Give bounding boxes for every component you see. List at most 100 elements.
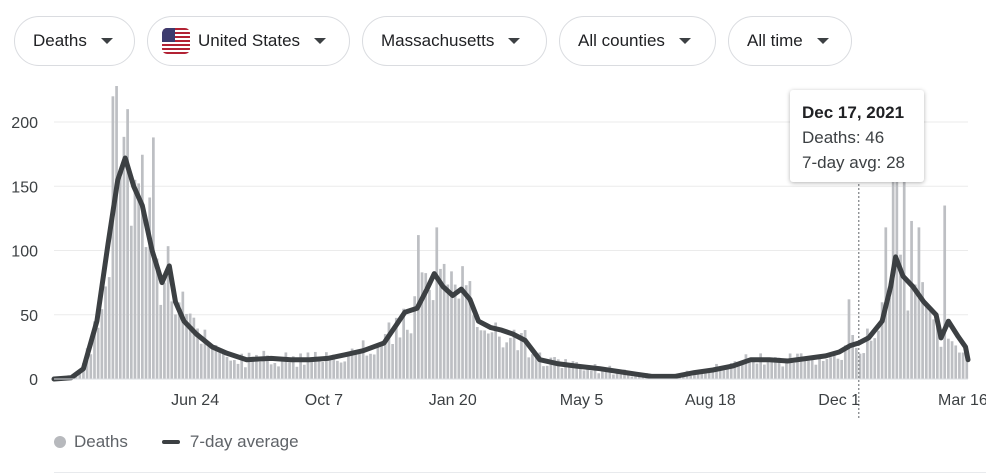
daily-deaths-bar [869, 340, 873, 379]
daily-deaths-bar [203, 329, 207, 379]
daily-deaths-bar [729, 363, 733, 379]
daily-deaths-bar [873, 338, 877, 379]
daily-deaths-bar [299, 353, 302, 379]
daily-deaths-bar [917, 227, 921, 379]
daily-deaths-bar [313, 351, 317, 379]
state-dropdown[interactable]: Massachusetts [362, 16, 547, 66]
daily-deaths-bar [490, 332, 494, 379]
daily-deaths-bar [924, 304, 928, 379]
daily-deaths-bar [928, 310, 932, 379]
daily-deaths-bar [277, 366, 280, 379]
daily-deaths-bar [475, 327, 479, 379]
daily-deaths-bar [740, 362, 744, 379]
daily-deaths-bar [280, 359, 284, 379]
daily-deaths-bar [428, 289, 431, 379]
y-tick-label: 50 [20, 308, 38, 325]
deaths-chart[interactable]: 0 50 100 150 200 Jun 24 Oct 7 Jan 20 May 5 Aug 18… [0, 78, 986, 418]
daily-deaths-bar [100, 309, 104, 379]
daily-deaths-bar [479, 330, 483, 379]
daily-deaths-bar [512, 329, 516, 379]
x-tick-label: Jan 20 [429, 392, 477, 409]
daily-deaths-bar [188, 313, 192, 379]
chart-tooltip: Dec 17, 2021 Deaths: 46 7-day avg: 28 [790, 90, 924, 182]
state-dropdown-label: Massachusetts [381, 31, 495, 50]
daily-deaths-bar [601, 369, 604, 379]
daily-deaths-bar [737, 363, 740, 379]
daily-deaths-bar [549, 357, 553, 379]
country-dropdown[interactable]: United States [147, 16, 350, 66]
daily-deaths-bar [210, 348, 214, 379]
daily-deaths-bar [626, 372, 630, 379]
deaths-legend-swatch [54, 436, 66, 448]
daily-deaths-bar [402, 308, 406, 379]
chevron-down-icon [816, 38, 829, 44]
daily-deaths-bar [255, 354, 258, 379]
daily-deaths-bar [545, 365, 549, 379]
daily-deaths-bar [586, 368, 590, 379]
x-tick-label: Mar 16 [938, 392, 986, 409]
daily-deaths-bar [118, 170, 122, 379]
daily-deaths-bar [958, 352, 961, 379]
daily-deaths-bar [810, 356, 814, 379]
daily-deaths-bar [932, 319, 935, 379]
daily-deaths-bar [880, 302, 884, 379]
daily-deaths-bar [906, 310, 910, 379]
daily-deaths-bar [693, 374, 696, 379]
daily-deaths-bar [269, 364, 273, 379]
daily-deaths-bar [578, 365, 582, 379]
daily-deaths-bar [910, 220, 913, 379]
daily-deaths-bar [553, 357, 556, 379]
y-tick-label: 0 [29, 372, 38, 389]
chevron-down-icon [678, 38, 691, 44]
daily-deaths-bar [347, 355, 350, 379]
daily-deaths-bar [302, 364, 306, 379]
daily-deaths-bar [770, 358, 774, 379]
daily-deaths-bar [807, 356, 810, 379]
daily-deaths-bar [472, 315, 475, 379]
daily-deaths-bar [483, 330, 486, 379]
daily-deaths-bar [534, 352, 538, 379]
daily-deaths-bar [442, 263, 446, 379]
daily-deaths-bar [310, 359, 313, 379]
daily-deaths-bar [707, 371, 711, 379]
daily-deaths-bar [494, 322, 498, 379]
daily-deaths-bar [232, 360, 236, 379]
daily-deaths-bar [126, 109, 129, 380]
daily-deaths-bar [704, 369, 707, 379]
daily-deaths-bar [718, 368, 722, 379]
daily-deaths-bar [225, 356, 229, 379]
daily-deaths-bar [726, 368, 729, 379]
range-dropdown[interactable]: All time [728, 16, 852, 66]
daily-deaths-bar [89, 354, 93, 379]
metric-dropdown-label: Deaths [33, 31, 87, 50]
daily-deaths-bar [461, 266, 464, 379]
daily-deaths-bar [939, 346, 943, 379]
daily-deaths-bar [450, 271, 453, 379]
average-legend-swatch [161, 440, 180, 444]
daily-deaths-bar [722, 370, 726, 379]
daily-deaths-bar [748, 361, 751, 379]
daily-deaths-bar [115, 86, 118, 379]
daily-deaths-bar [836, 358, 840, 379]
daily-deaths-bar [221, 352, 225, 379]
daily-deaths-bar [174, 314, 177, 379]
daily-deaths-bar [965, 350, 969, 379]
daily-deaths-bar [336, 360, 339, 379]
daily-deaths-bar [317, 360, 321, 379]
y-tick-label: 200 [11, 115, 38, 132]
daily-deaths-bar [229, 360, 233, 379]
daily-deaths-bar [181, 291, 185, 379]
daily-deaths-bar [159, 304, 163, 379]
daily-deaths-bar [501, 347, 505, 379]
county-dropdown[interactable]: All counties [559, 16, 716, 66]
daily-deaths-bar [107, 277, 111, 379]
daily-deaths-bar [413, 296, 417, 379]
daily-deaths-bar [755, 363, 759, 379]
daily-deaths-bar [196, 328, 199, 379]
daily-deaths-bar [354, 351, 358, 379]
daily-deaths-bar [538, 352, 542, 379]
daily-deaths-bar [464, 285, 468, 379]
daily-deaths-bar [604, 369, 608, 379]
metric-dropdown[interactable]: Deaths [14, 16, 135, 66]
daily-deaths-bar [453, 284, 457, 379]
